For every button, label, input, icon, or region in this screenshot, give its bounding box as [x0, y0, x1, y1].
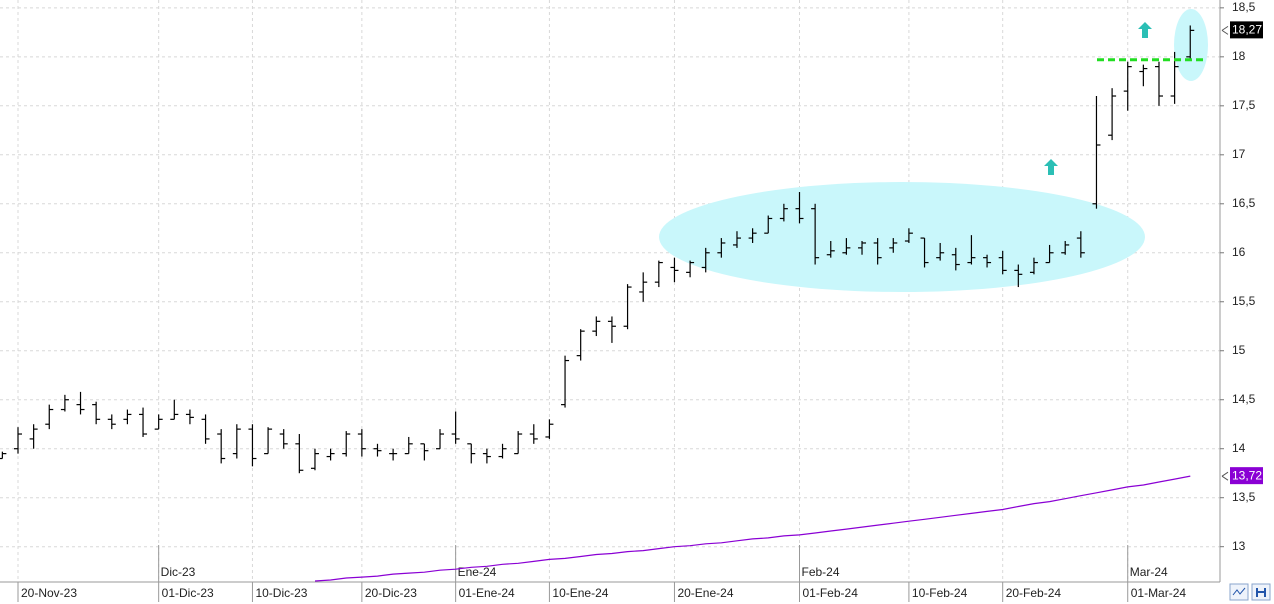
- moving-average-line: [314, 475, 1191, 582]
- x-tick-label: 10-Feb-24: [912, 586, 968, 600]
- icon: [1232, 587, 1246, 596]
- x-tick-label: 10-Ene-24: [552, 586, 608, 600]
- x-tick-label: 01-Dic-23: [162, 586, 214, 600]
- last-value-label: 18,27: [1232, 23, 1262, 37]
- last-value-box: [1230, 21, 1263, 39]
- y-tick-label: 18,5: [1232, 0, 1256, 14]
- x-tick-label: 01-Ene-24: [459, 586, 515, 600]
- y-tick-label: 17: [1232, 147, 1246, 161]
- arrow-up: [1044, 159, 1058, 175]
- x-tick-label: 20-Feb-24: [1006, 586, 1062, 600]
- y-tick-label: 16: [1232, 245, 1246, 259]
- y-tick-label: 13: [1232, 539, 1246, 553]
- icon: [1256, 588, 1266, 597]
- month-label: Dic-23: [161, 565, 196, 579]
- x-tick-label: 01-Mar-24: [1131, 586, 1187, 600]
- y-tick-label: 14,5: [1232, 392, 1256, 406]
- month-label: Ene-24: [458, 565, 497, 579]
- last-value-pointer: [1221, 471, 1229, 481]
- arrow-up: [1138, 22, 1152, 38]
- last-value-pointer: [1221, 25, 1229, 35]
- month-label: Feb-24: [802, 565, 840, 579]
- x-tick-label: 20-Ene-24: [677, 586, 733, 600]
- x-tick-label: 20-Nov-23: [21, 586, 77, 600]
- y-tick-label: 16,5: [1232, 196, 1256, 210]
- y-tick-label: 15,5: [1232, 294, 1256, 308]
- last-value-box: [1230, 467, 1263, 485]
- y-tick-label: 15: [1232, 343, 1246, 357]
- y-tick-label: 18: [1232, 49, 1246, 63]
- y-tick-label: 14: [1232, 441, 1246, 455]
- y-tick-label: 17,5: [1232, 98, 1256, 112]
- x-tick-label: 01-Feb-24: [803, 586, 859, 600]
- last-value-label: 13,72: [1232, 468, 1262, 482]
- x-tick-label: 20-Dic-23: [365, 586, 417, 600]
- y-tick-label: 13,5: [1232, 490, 1256, 504]
- x-tick-label: 10-Dic-23: [255, 586, 307, 600]
- highlight-ellipse: [1174, 9, 1208, 81]
- month-label: Mar-24: [1130, 565, 1168, 579]
- highlight-ellipse: [659, 182, 1145, 292]
